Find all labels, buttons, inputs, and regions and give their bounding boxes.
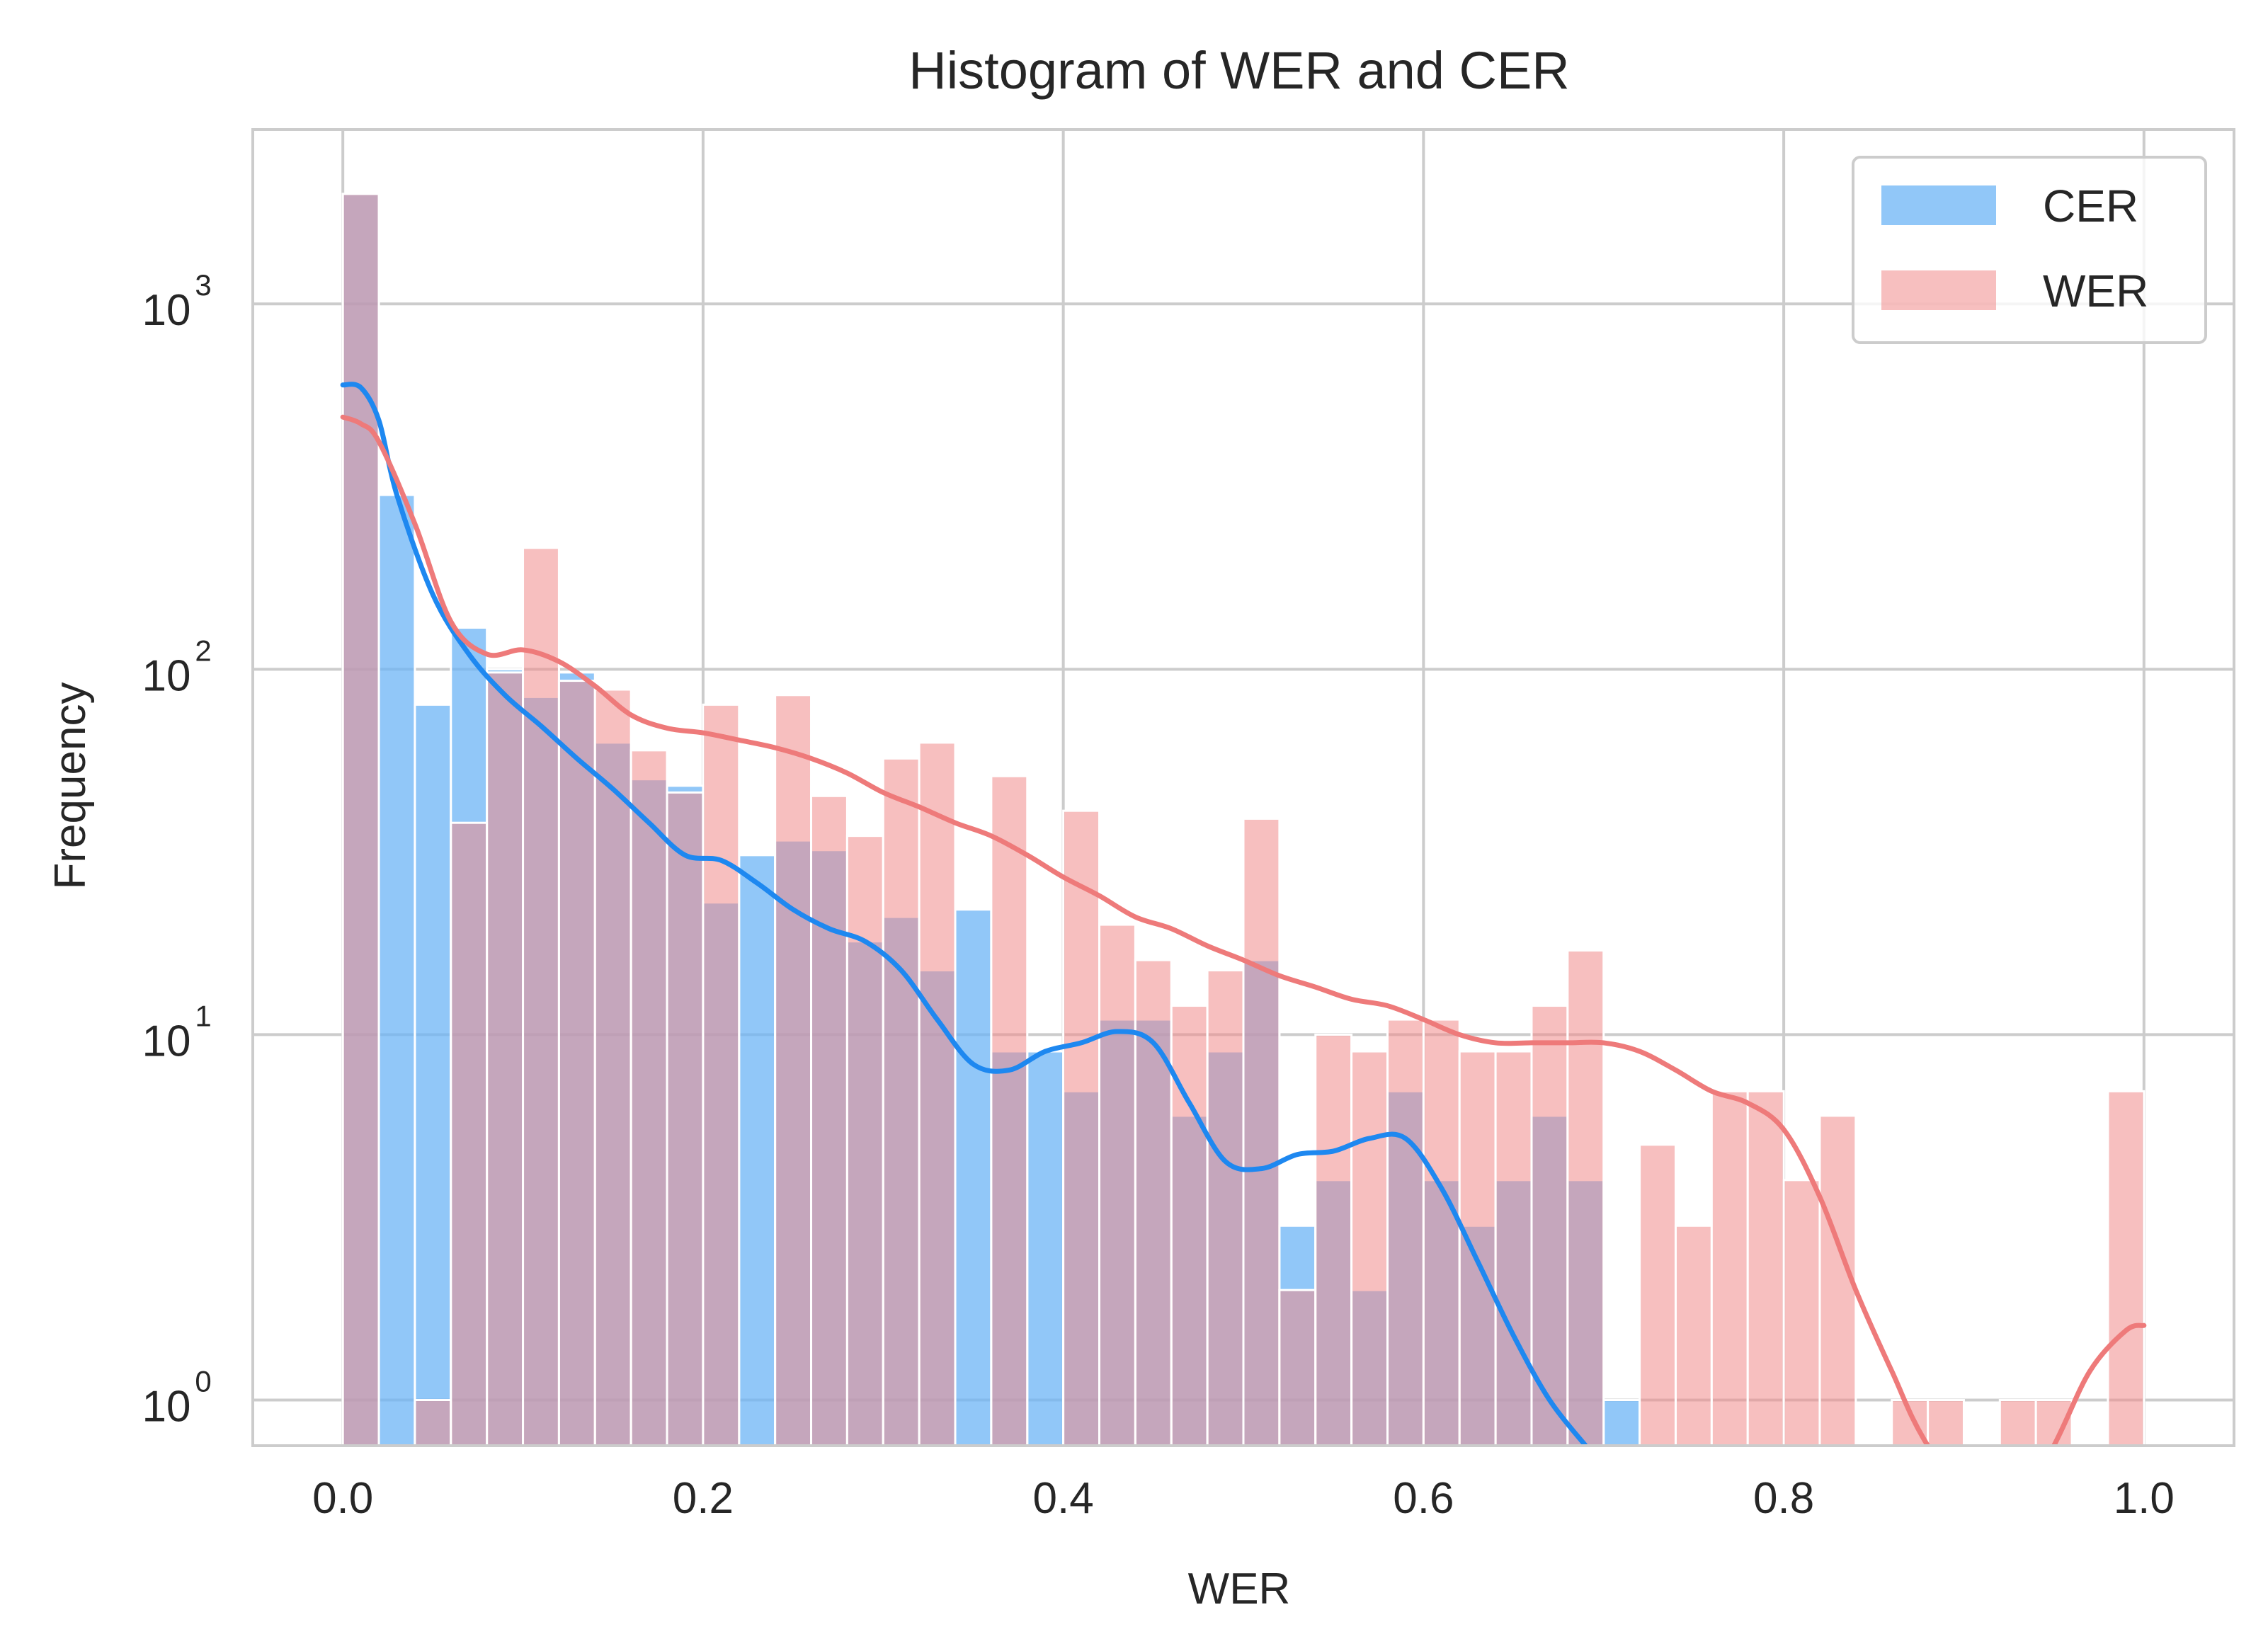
wer-bar: [629, 749, 668, 1447]
legend-swatch-cer: [1881, 185, 1996, 225]
wer-bar: [1782, 1179, 1821, 1447]
wer-bar: [1062, 809, 1101, 1447]
cer-bar: [377, 493, 416, 1447]
legend-swatch-wer: [1881, 270, 1996, 310]
wer-bar: [845, 835, 884, 1447]
wer-bar: [1170, 1005, 1209, 1447]
wer-bar: [810, 794, 848, 1447]
wer-bar: [990, 775, 1029, 1447]
wer-bar: [1098, 923, 1136, 1447]
wer-bar: [1998, 1399, 2037, 1447]
wer-bar: [1674, 1224, 1713, 1447]
legend: CER WER: [1852, 156, 2207, 344]
cer-bar: [738, 854, 777, 1447]
wer-bar: [450, 821, 489, 1447]
y-tick-exponent: 1: [195, 999, 211, 1032]
wer-bar: [341, 193, 380, 1447]
kde-curves: [340, 382, 2147, 1446]
plot-frame: [251, 128, 2235, 1447]
wer-bar: [1710, 1090, 1749, 1447]
wer-bar: [1242, 817, 1281, 1447]
wer-bar: [774, 694, 813, 1447]
y-tick-label: 10: [142, 286, 191, 335]
wer-bar: [1422, 1018, 1461, 1447]
wer-bar: [414, 1399, 452, 1447]
y-axis-label: Frequency: [46, 682, 95, 890]
x-tick-label: 0.8: [1753, 1474, 1814, 1523]
wer-bar: [1746, 1090, 1785, 1447]
wer-bar: [1639, 1143, 1677, 1447]
wer-bar: [1206, 969, 1245, 1447]
wer-bar: [593, 688, 632, 1447]
wer-bar: [2107, 1090, 2146, 1447]
x-axis-label: WER: [1188, 1565, 1291, 1613]
wer-bar: [1314, 1033, 1353, 1447]
wer-bar: [1927, 1399, 1965, 1447]
wer-bar: [702, 703, 741, 1447]
cer-bar: [954, 908, 993, 1447]
wer-bar: [882, 757, 921, 1447]
wer-bar: [1566, 949, 1605, 1447]
wer-bar: [1458, 1050, 1497, 1447]
x-axis-ticks: 0.0 0.2 0.4 0.6 0.8 1.0: [312, 1474, 2175, 1523]
wer-bar: [1386, 1018, 1425, 1447]
wer-bar: [1278, 1289, 1317, 1447]
cer-bar: [1602, 1399, 1641, 1447]
y-tick-exponent: 3: [195, 268, 211, 302]
legend-label-cer: CER: [2043, 181, 2138, 232]
chart-title: Histogram of WER and CER: [908, 41, 1570, 100]
y-tick-exponent: 2: [195, 634, 211, 667]
y-tick-label: 10: [142, 651, 191, 700]
wer-bar: [1350, 1050, 1389, 1447]
x-tick-label: 0.0: [312, 1474, 373, 1523]
wer-bars: [341, 193, 2146, 1447]
cer-bar: [1026, 1050, 1065, 1447]
y-tick-label: 10: [142, 1383, 191, 1432]
wer-bar: [522, 547, 560, 1447]
y-tick-exponent: 0: [195, 1365, 211, 1398]
x-tick-label: 0.2: [673, 1474, 734, 1523]
wer-bar: [557, 680, 596, 1447]
wer-bar: [1530, 1005, 1569, 1447]
wer-bar: [486, 671, 525, 1447]
cer-kde-line: [340, 382, 1588, 1446]
wer-bar: [918, 741, 957, 1447]
wer-bar: [1494, 1050, 1533, 1447]
cer-bar: [414, 703, 452, 1447]
x-tick-label: 0.6: [1393, 1474, 1454, 1523]
y-tick-label: 10: [142, 1017, 191, 1066]
legend-label-wer: WER: [2043, 265, 2148, 316]
x-tick-label: 1.0: [2114, 1474, 2175, 1523]
legend-box: [1852, 156, 2207, 344]
wer-bar: [666, 791, 705, 1447]
x-tick-label: 0.4: [1033, 1474, 1094, 1523]
wer-kde-line: [340, 414, 2147, 1446]
